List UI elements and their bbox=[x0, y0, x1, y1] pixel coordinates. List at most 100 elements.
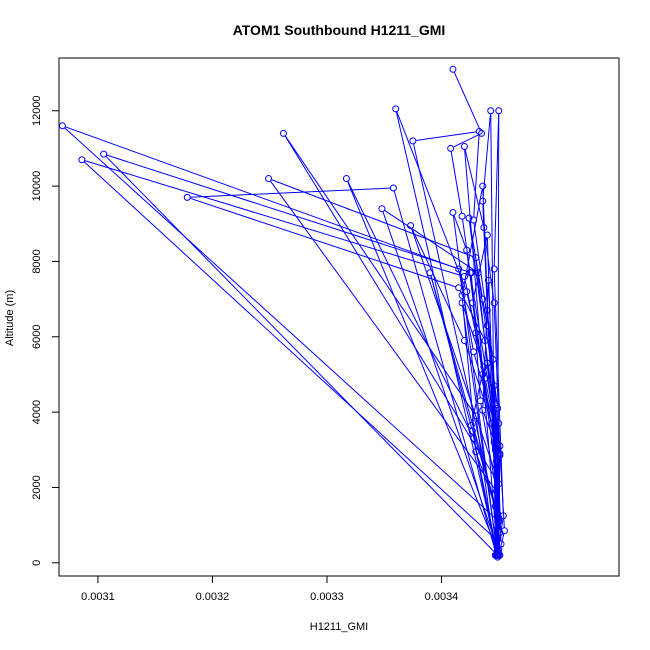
data-point bbox=[495, 549, 503, 557]
data-point bbox=[475, 127, 483, 135]
data-point bbox=[483, 306, 491, 314]
y-tick-label: 10000 bbox=[31, 171, 43, 202]
data-point bbox=[490, 265, 498, 273]
data-point bbox=[495, 419, 503, 427]
data-point bbox=[495, 551, 503, 559]
series-segment bbox=[497, 411, 505, 528]
y-tick-label: 6000 bbox=[31, 325, 43, 349]
series-layer bbox=[58, 65, 508, 561]
y-tick-label: 12000 bbox=[31, 95, 43, 126]
series-segment bbox=[384, 209, 476, 272]
series-segment bbox=[482, 113, 491, 199]
data-point bbox=[492, 472, 500, 480]
series-segment bbox=[415, 131, 477, 141]
series-segment bbox=[487, 328, 498, 406]
series-segment bbox=[64, 127, 497, 520]
data-point bbox=[470, 348, 478, 356]
data-point bbox=[483, 321, 491, 329]
data-point bbox=[478, 129, 486, 137]
series-segment bbox=[464, 149, 498, 553]
data-point bbox=[472, 412, 480, 420]
x-axis: 0.0031 0.0032 0.0033 0.0034 bbox=[81, 575, 458, 603]
data-point bbox=[426, 269, 434, 277]
data-point bbox=[484, 276, 492, 284]
data-point bbox=[489, 355, 497, 363]
data-point bbox=[409, 137, 417, 145]
data-point bbox=[492, 487, 500, 495]
data-point bbox=[460, 273, 468, 281]
data-point bbox=[449, 65, 457, 73]
data-point bbox=[495, 107, 503, 115]
data-point bbox=[494, 404, 502, 412]
series-segment bbox=[83, 161, 500, 543]
series-segment bbox=[468, 221, 501, 453]
data-point bbox=[449, 208, 457, 216]
data-point bbox=[468, 299, 476, 307]
series-segment bbox=[493, 113, 500, 266]
series-segment bbox=[430, 275, 473, 429]
x-tick-label: 0.0031 bbox=[81, 591, 115, 603]
data-point bbox=[479, 406, 487, 414]
series-segment bbox=[471, 428, 498, 512]
series-segment bbox=[472, 237, 488, 301]
data-point bbox=[463, 288, 471, 296]
data-point bbox=[494, 510, 502, 518]
data-point bbox=[497, 540, 505, 548]
data-point bbox=[467, 269, 475, 277]
series-segment bbox=[284, 135, 498, 482]
data-point bbox=[472, 254, 480, 262]
data-point bbox=[279, 129, 287, 137]
data-point bbox=[481, 374, 489, 382]
data-point bbox=[495, 517, 503, 525]
data-point bbox=[455, 265, 463, 273]
data-point bbox=[490, 299, 498, 307]
data-point bbox=[479, 295, 487, 303]
data-point bbox=[479, 197, 487, 205]
data-point bbox=[483, 359, 491, 367]
data-point bbox=[491, 446, 499, 454]
series-segment bbox=[453, 215, 467, 248]
x-tick-label: 0.0032 bbox=[196, 591, 230, 603]
series-segment bbox=[453, 71, 481, 131]
data-point bbox=[496, 442, 504, 450]
data-point bbox=[479, 182, 487, 190]
series-segment bbox=[382, 211, 500, 553]
data-point bbox=[472, 329, 480, 337]
data-point bbox=[455, 284, 463, 292]
data-point bbox=[492, 431, 500, 439]
data-point bbox=[472, 448, 480, 456]
data-point bbox=[481, 337, 489, 345]
data-point bbox=[100, 150, 108, 158]
data-point bbox=[494, 548, 502, 556]
data-point bbox=[487, 107, 495, 115]
data-point bbox=[483, 231, 491, 239]
data-point bbox=[500, 527, 508, 535]
data-point bbox=[470, 216, 478, 224]
data-point bbox=[58, 122, 66, 130]
data-point bbox=[480, 363, 488, 371]
y-axis: 0 2000 4000 6000 8000 10000 12000 bbox=[31, 95, 60, 566]
data-point bbox=[470, 434, 478, 442]
series-segment bbox=[347, 181, 499, 551]
series-segment bbox=[284, 135, 475, 414]
data-point bbox=[479, 370, 487, 378]
y-tick-label: 8000 bbox=[31, 249, 43, 273]
data-point bbox=[458, 299, 466, 307]
data-point bbox=[342, 175, 350, 183]
data-point bbox=[460, 337, 468, 345]
data-point bbox=[492, 401, 500, 409]
data-point bbox=[488, 419, 496, 427]
chart-title: ATOM1 Southbound H1211_GMI bbox=[233, 22, 446, 38]
data-point bbox=[476, 397, 484, 405]
series-segment bbox=[493, 271, 504, 513]
series-segment bbox=[462, 305, 498, 553]
data-point bbox=[496, 451, 504, 459]
y-axis-label: Altitude (m) bbox=[4, 290, 16, 346]
x-axis-label: H1211_GMI bbox=[310, 621, 369, 633]
data-point bbox=[491, 502, 499, 510]
series-segment bbox=[482, 204, 488, 308]
data-point bbox=[463, 246, 471, 254]
data-point bbox=[490, 438, 498, 446]
data-point bbox=[392, 105, 400, 113]
